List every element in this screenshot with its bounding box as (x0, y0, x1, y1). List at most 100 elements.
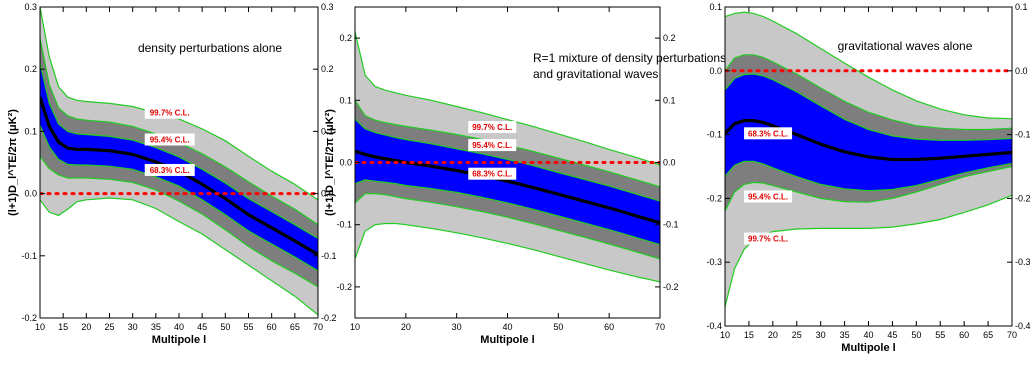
y-axis-title: (l+1)D_l^TE/2π (μK²) (7, 109, 19, 216)
band-edge-upper (725, 54, 1012, 131)
y-tick-label-right: 0.0 (663, 158, 676, 168)
y-tick-label-right: 0.1 (663, 95, 676, 105)
chart-panel-1: 10 15 20 25 30 35 40 45 50 55 60 65 70-0.2 -0.2-0.1 -0… (7, 2, 337, 346)
cl-label-box (468, 121, 517, 134)
band-edge-lower (40, 155, 318, 288)
x-tick-label: 55 (935, 330, 945, 340)
band-edge-lower (355, 222, 660, 283)
y-tick-label: -0.3 (706, 257, 722, 267)
band-edge-lower (40, 197, 318, 316)
x-tick-label: 20 (81, 322, 91, 332)
y-tick-label: 0.1 (24, 126, 37, 136)
chart-panel-2: 10 20 30 40 50 60 70 -0.2 -0.2 -0.1 -0.1 0.0 0.0 0.1 0… (324, 6, 726, 346)
x-tick-label: 10 (720, 330, 730, 340)
x-tick-label: 40 (174, 322, 184, 332)
x-tick-label: 70 (1007, 330, 1017, 340)
panel-annotation: gravitational waves alone (838, 39, 973, 53)
y-tick-label-right: -0.3 (1015, 257, 1031, 267)
x-tick-label: 60 (959, 330, 969, 340)
band-edge-upper (355, 31, 660, 166)
y-tick-label-right: 0.2 (663, 33, 676, 43)
cl-label-box (744, 127, 793, 140)
y-tick-label: 0.1 (339, 95, 352, 105)
y-tick-label: 0.0 (709, 66, 722, 76)
x-tick-label: 15 (744, 330, 754, 340)
x-tick-label: 20 (401, 322, 411, 332)
y-tick-label-right: -0.4 (1015, 321, 1031, 331)
panel-annotation: R=1 mixture of density perturbations (533, 51, 726, 65)
x-tick-label: 50 (911, 330, 921, 340)
band-683 (725, 74, 1012, 191)
y-tick-label-right: -0.1 (1015, 130, 1031, 140)
cl-label-box (144, 133, 195, 146)
x-tick-label: 60 (267, 322, 277, 332)
x-tick-label: 30 (128, 322, 138, 332)
band-edge-lower (355, 179, 660, 246)
band-edge-lower (725, 194, 1012, 308)
x-tick-label: 45 (197, 322, 207, 332)
x-tick-label: 50 (553, 322, 563, 332)
y-tick-label-right: -0.2 (1015, 193, 1031, 203)
y-tick-label-right: 0.1 (1015, 2, 1028, 12)
band-edge-upper (40, 62, 318, 239)
cl-label: 99.7% C.L. (472, 123, 512, 132)
y-tick-label: 0.2 (24, 64, 37, 74)
x-tick-label: 10 (35, 322, 45, 332)
y-tick-label: -0.2 (21, 313, 37, 323)
y-tick-label: 0.0 (339, 158, 352, 168)
cl-label: 99.7% C.L. (748, 235, 788, 244)
x-tick-label: 35 (151, 322, 161, 332)
band-edge-lower (40, 124, 318, 272)
band-edge-upper (355, 118, 660, 202)
y-axis-title: (l+1)D_l^TE/2π (μK²) (324, 109, 336, 216)
x-axis-title: Multipole l (152, 334, 206, 346)
y-tick-label: -0.1 (21, 251, 37, 261)
cl-label: 68.3% C.L. (748, 129, 788, 138)
x-tick-label: 10 (350, 322, 360, 332)
x-tick-label: 65 (983, 330, 993, 340)
band-edge-lower (725, 165, 1012, 212)
cl-label: 95.4% C.L. (150, 135, 190, 144)
panel-annotation: density perturbations alone (138, 41, 282, 55)
x-tick-label: 20 (768, 330, 778, 340)
y-tick-label-right: -0.2 (663, 282, 679, 292)
y-tick-label-right: 0.0 (1015, 66, 1028, 76)
x-tick-label: 70 (313, 322, 323, 332)
band-edge-upper (725, 11, 1012, 120)
x-tick-label: 15 (58, 322, 68, 332)
cl-label-box (144, 106, 195, 119)
x-axis-title: Multipole l (480, 334, 534, 346)
x-tick-label: 40 (502, 322, 512, 332)
band-edge-lower (355, 193, 660, 260)
cl-label: 95.4% C.L. (748, 192, 788, 201)
y-tick-label-right: -0.2 (321, 313, 337, 323)
cl-label: 99.7% C.L. (150, 109, 190, 118)
band-edge-lower (725, 160, 1012, 192)
y-tick-label: -0.2 (706, 193, 722, 203)
y-tick-label: -0.1 (706, 130, 722, 140)
y-tick-label-right: -0.1 (321, 251, 337, 261)
y-tick-label-right: 0.3 (321, 2, 334, 12)
chart-panel-3: 10 15 20 25 30 35 40 45 50 55 60 65 70-0.4 -0.4-0.3 -0… (706, 2, 1030, 354)
fiducial-curve (725, 119, 1012, 162)
x-tick-label: 60 (604, 322, 614, 332)
x-tick-label: 65 (290, 322, 300, 332)
cl-label-box (468, 167, 517, 180)
x-tick-label: 30 (452, 322, 462, 332)
y-tick-label-right: 0.0 (321, 189, 334, 199)
y-tick-label-right: 0.1 (321, 126, 334, 136)
y-tick-label: 0.1 (709, 2, 722, 12)
fiducial-curve (40, 96, 318, 256)
y-tick-label: -0.1 (336, 220, 352, 230)
x-tick-label: 30 (816, 330, 826, 340)
band-edge-upper (40, 37, 318, 226)
y-tick-label: -0.4 (706, 321, 722, 331)
x-tick-label: 50 (220, 322, 230, 332)
band-edge-upper (355, 99, 660, 188)
x-tick-label: 25 (792, 330, 802, 340)
x-tick-label: 40 (863, 330, 873, 340)
y-tick-label-right: 0.2 (321, 64, 334, 74)
x-tick-label: 25 (104, 322, 114, 332)
band-edge-upper (40, 7, 318, 201)
